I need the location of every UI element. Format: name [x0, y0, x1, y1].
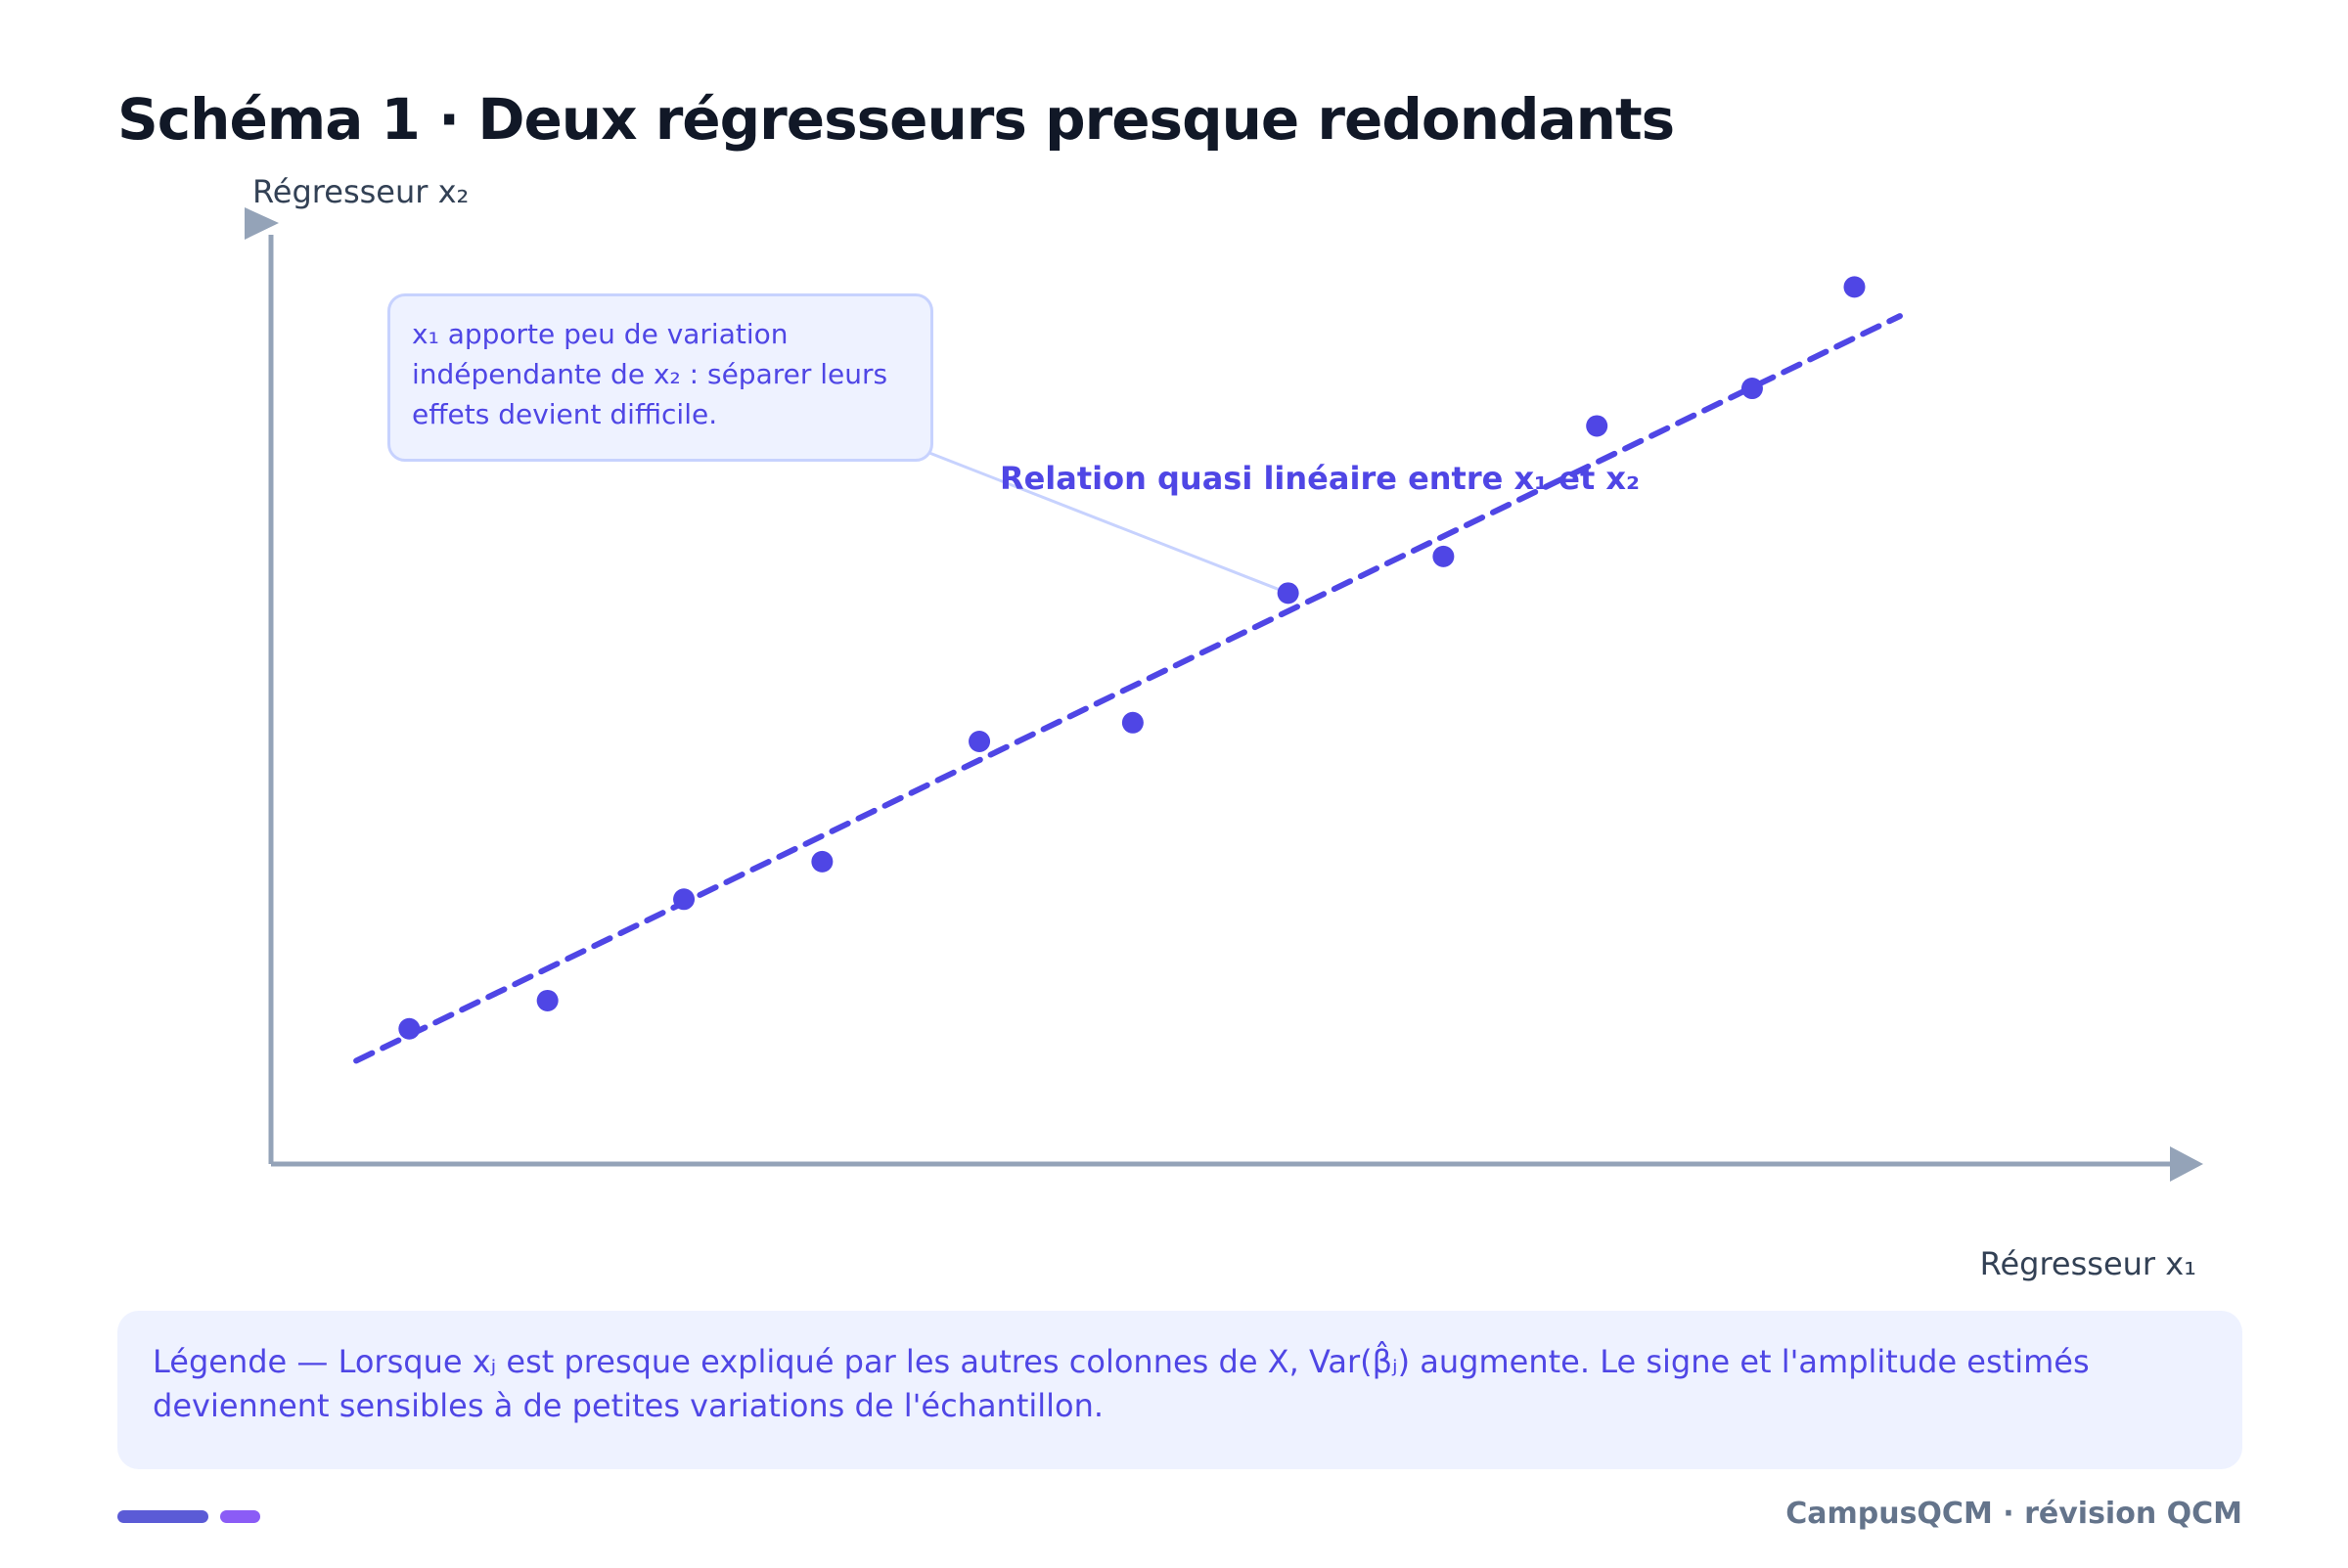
data-point	[673, 888, 696, 911]
legend-text: Légende — Lorsque xⱼ est presque expliqu…	[153, 1343, 2090, 1424]
data-point	[1843, 276, 1866, 298]
callout-box: x₁ apporte peu de variation indépendante…	[387, 293, 933, 462]
trend-annotation: Relation quasi linéaire entre x₁ et x₂	[1000, 460, 1640, 497]
footer-brand: CampusQCM · révision QCM	[1785, 1497, 2242, 1531]
x-axis-arrow	[2170, 1146, 2203, 1182]
data-point	[398, 1017, 421, 1040]
callout-text: x₁ apporte peu de variation indépendante…	[412, 318, 888, 430]
data-points	[398, 276, 1866, 1040]
chart-axes	[245, 207, 2203, 1182]
x-axis-label: Régresseur x₁	[1980, 1245, 2196, 1282]
data-point	[536, 989, 559, 1011]
footer-accent-bar-secondary	[220, 1510, 260, 1523]
y-axis-label: Régresseur x₂	[252, 173, 469, 210]
legend-box: Légende — Lorsque xⱼ est presque expliqu…	[117, 1311, 2242, 1469]
data-point	[1432, 545, 1455, 567]
footer-accent-bar	[117, 1510, 208, 1523]
callout-connector	[928, 451, 1289, 595]
data-point	[1277, 582, 1299, 605]
callout-connector-line	[928, 451, 1289, 595]
data-point	[1121, 711, 1144, 734]
y-axis-arrow	[245, 207, 279, 240]
page-title: Schéma 1 · Deux régresseurs presque redo…	[117, 86, 1675, 153]
data-point	[969, 731, 991, 752]
data-point	[1740, 378, 1763, 400]
trend-line-group	[353, 313, 1903, 1064]
trend-line	[353, 313, 1903, 1064]
data-point	[1586, 415, 1608, 437]
data-point	[811, 850, 834, 873]
